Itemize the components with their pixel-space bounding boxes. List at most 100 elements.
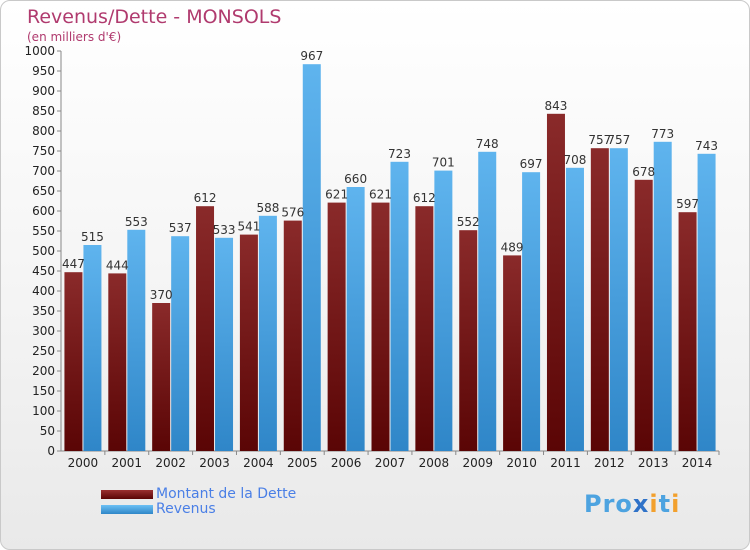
bar-revenue	[697, 153, 716, 452]
y-tick-label: 800	[32, 124, 55, 138]
data-label-debt: 621	[369, 188, 392, 202]
y-tick-label: 250	[32, 344, 55, 358]
bar-debt	[590, 148, 609, 451]
bar-revenue	[171, 236, 190, 451]
bar-revenue	[478, 151, 497, 452]
bar-revenue	[434, 170, 453, 451]
bar-debt	[239, 234, 258, 451]
data-label-revenue: 743	[695, 139, 718, 153]
data-label-debt: 576	[281, 206, 304, 220]
y-tick-label: 100	[32, 404, 55, 418]
bar-revenue	[302, 64, 321, 451]
bar-debt	[503, 255, 522, 451]
x-tick-label: 2009	[462, 456, 493, 470]
x-tick-label: 2006	[331, 456, 362, 470]
data-label-revenue: 708	[564, 153, 587, 167]
y-tick-label: 350	[32, 304, 55, 318]
x-tick-label: 2001	[112, 456, 143, 470]
bar-revenue	[609, 148, 628, 451]
x-tick-label: 2011	[550, 456, 581, 470]
x-tick-label: 2002	[155, 456, 186, 470]
data-label-revenue: 588	[256, 201, 279, 215]
chart-subtitle: (en milliers d'€)	[27, 30, 122, 44]
proxiti-logo: Proxiti	[584, 490, 681, 518]
y-tick-label: 500	[32, 244, 55, 258]
legend-label-debt: Montant de la Dette	[156, 486, 297, 502]
data-label-revenue: 660	[344, 172, 367, 186]
bar-debt	[152, 303, 171, 451]
data-label-revenue: 723	[388, 147, 411, 161]
x-tick-label: 2010	[506, 456, 537, 470]
y-tick-label: 950	[32, 64, 55, 78]
bar-revenue	[390, 161, 409, 452]
bar-debt	[283, 220, 302, 451]
data-label-debt: 678	[632, 165, 655, 179]
data-label-revenue: 537	[169, 221, 192, 235]
y-tick-label: 400	[32, 284, 55, 298]
bar-revenue	[83, 245, 102, 451]
bar-revenue	[258, 215, 277, 451]
bar-chart: 0 50 100 150 200 250 300 350 400 450 500 550 600 650 7…	[24, 44, 720, 470]
y-tick-label: 900	[32, 84, 55, 98]
bar-debt	[546, 113, 565, 452]
data-label-debt: 612	[194, 191, 217, 205]
bar-debt	[108, 273, 127, 451]
y-tick-label: 150	[32, 384, 55, 398]
data-label-debt: 621	[325, 188, 348, 202]
legend-swatch-debt	[101, 490, 153, 499]
data-label-revenue: 773	[651, 127, 674, 141]
y-tick-label: 700	[32, 164, 55, 178]
bar-revenue	[127, 229, 146, 451]
axes: 0 50 100 150 200 250 300 350 400 450 500 550 600 650 7…	[24, 44, 720, 470]
bar-revenue	[346, 187, 365, 451]
data-label-debt: 843	[545, 99, 568, 113]
bar-revenue	[522, 172, 541, 451]
data-label-debt: 597	[676, 197, 699, 211]
y-tick-label: 750	[32, 144, 55, 158]
x-tick-label: 2014	[682, 456, 713, 470]
bar-revenue	[565, 167, 584, 452]
y-tick-label: 600	[32, 204, 55, 218]
data-label-revenue: 553	[125, 215, 148, 229]
x-tick-label: 2013	[638, 456, 669, 470]
bar-debt	[634, 179, 653, 452]
x-tick-label: 2004	[243, 456, 274, 470]
x-tick-label: 2003	[199, 456, 230, 470]
bar-debt	[415, 206, 434, 451]
x-tick-label: 2000	[68, 456, 99, 470]
y-tick-label: 650	[32, 184, 55, 198]
y-tick-label: 450	[32, 264, 55, 278]
data-label-revenue: 533	[213, 223, 236, 237]
data-label-debt: 552	[457, 215, 480, 229]
bar-revenue	[215, 237, 234, 451]
data-label-debt: 370	[150, 288, 173, 302]
bar-debt	[678, 212, 697, 451]
x-tick-label: 2007	[375, 456, 406, 470]
x-tick-label: 2008	[419, 456, 450, 470]
data-label-debt: 541	[237, 220, 260, 234]
y-tick-label: 50	[40, 424, 55, 438]
y-tick-label: 200	[32, 364, 55, 378]
bar-debt	[64, 272, 83, 451]
data-label-debt: 447	[62, 257, 85, 271]
data-label-revenue: 967	[300, 49, 323, 63]
bar-debt	[196, 206, 215, 451]
bar-revenue	[653, 141, 672, 452]
data-label-debt: 757	[588, 133, 611, 147]
bars	[64, 64, 716, 452]
data-label-revenue: 748	[476, 137, 499, 151]
data-label-debt: 612	[413, 191, 436, 205]
data-label-revenue: 515	[81, 230, 104, 244]
y-tick-label: 550	[32, 224, 55, 238]
y-tick-label: 300	[32, 324, 55, 338]
bar-debt	[327, 202, 346, 451]
x-tick-label: 2012	[594, 456, 625, 470]
y-tick-label: 850	[32, 104, 55, 118]
data-label-revenue: 697	[520, 157, 543, 171]
y-tick-label: 0	[47, 444, 55, 458]
data-label-revenue: 757	[607, 133, 630, 147]
legend-swatch-revenue	[101, 505, 153, 514]
legend-label-revenue: Revenus	[156, 501, 216, 517]
